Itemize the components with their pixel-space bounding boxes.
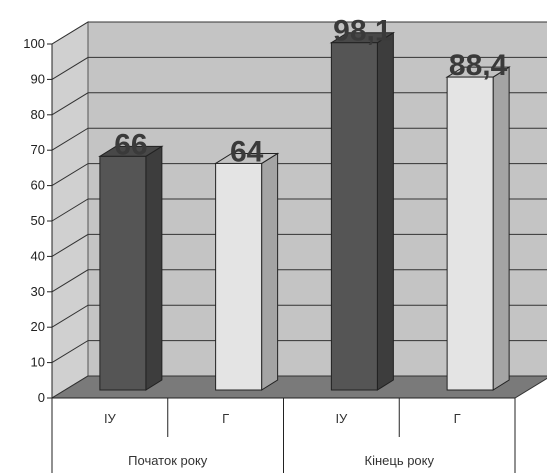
category-label: ІУ [335,411,348,426]
data-label: 98,1 [333,15,391,48]
bar-side [261,152,279,391]
y-tick-label: 20 [31,319,45,334]
bar-side [145,145,163,391]
y-tick-label: 10 [31,355,45,370]
bar [445,66,511,391]
grid-line [51,56,547,80]
y-tick-label: 30 [31,284,45,299]
grid-line [51,198,547,222]
bar-side [492,66,510,391]
data-label: 88,4 [449,49,508,82]
y-tick-label: 90 [31,71,45,86]
y-tick-label: 50 [31,213,45,228]
grid-line [51,127,547,151]
category-label: ІУ [104,411,117,426]
y-tick-label: 60 [31,178,45,193]
bar-front [330,42,378,391]
grid-line [51,233,547,257]
grid-line [51,163,547,187]
grid-line [51,340,547,364]
category-table: ІУ Г Початок року ІУ Г Кінець року [51,397,516,473]
bar-front [446,76,494,391]
category-label: Г [454,411,461,426]
grid-line [51,269,547,293]
y-tick-label: 100 [23,36,45,51]
data-label: 66 [114,128,147,161]
category-label: Г [222,411,229,426]
data-label: 64 [230,135,264,168]
y-tick-label: 80 [31,107,45,122]
group-label: Початок року [128,453,208,468]
bar [329,31,396,391]
bars: 66 64 98,1 88,4 [98,15,511,391]
y-tick-label: 0 [38,390,45,405]
bar-side [376,31,394,391]
bar-front [215,162,263,391]
value-axis: 0 10 20 30 40 50 60 70 80 90 100 [23,36,53,405]
bar-front [99,155,147,391]
grid-line [51,304,547,328]
bar [98,145,164,391]
bar [213,152,280,391]
group-label: Кінець року [365,453,435,468]
y-tick-label: 40 [31,248,45,263]
grid-line [51,21,547,45]
grid-line [51,92,547,116]
y-tick-label: 70 [31,142,45,157]
